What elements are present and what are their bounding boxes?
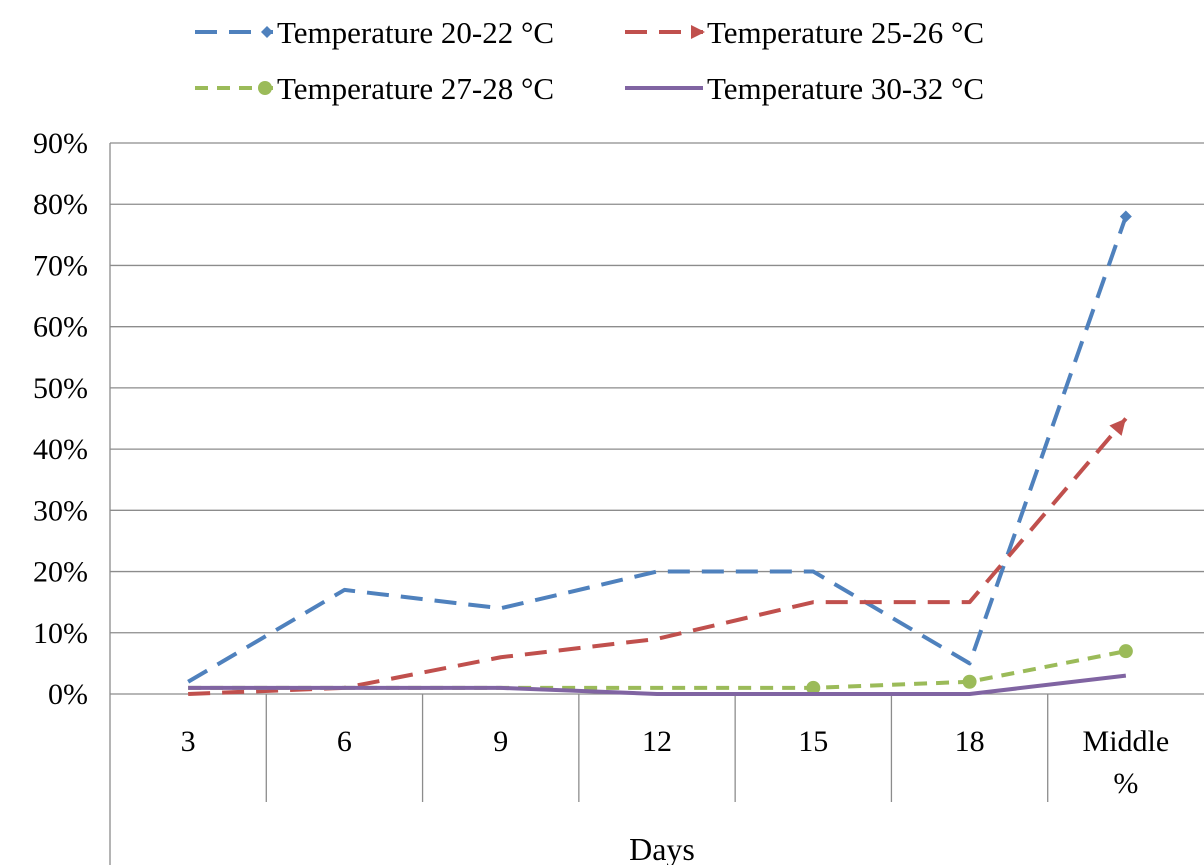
series-line <box>188 673 1127 696</box>
y-tick-label: 70% <box>33 249 88 282</box>
chart-gridlines <box>110 142 1204 695</box>
arrow-marker <box>691 25 705 39</box>
series-line <box>187 215 1128 684</box>
series-line <box>188 417 1128 696</box>
chart-series <box>187 210 1133 696</box>
x-tick-label: % <box>1113 767 1138 800</box>
y-tick-label: 30% <box>33 494 88 527</box>
legend-entry: Temperature 25-26 °C <box>625 15 984 50</box>
x-tick-label: 6 <box>337 725 352 758</box>
x-tick-label: 3 <box>181 725 196 758</box>
x-tick-label: 12 <box>642 725 672 758</box>
data-point <box>806 680 821 695</box>
legend-entry: Temperature 27-28 °C <box>195 71 554 106</box>
series-line <box>188 649 1127 690</box>
legend-label: Temperature 27-28 °C <box>277 71 554 106</box>
x-tick-label: 9 <box>493 725 508 758</box>
y-tick-label: 20% <box>33 556 88 589</box>
legend-label: Temperature 25-26 °C <box>707 15 984 50</box>
data-point <box>1118 644 1133 659</box>
legend-entry: Temperature 20-22 °C <box>195 15 554 50</box>
legend-label: Temperature 30-32 °C <box>707 71 984 106</box>
y-tick-label: 10% <box>33 617 88 650</box>
y-tick-label: 90% <box>33 127 88 160</box>
x-tick-label: 15 <box>798 725 828 758</box>
x-tick-label: Middle <box>1083 725 1170 758</box>
data-point <box>1119 210 1132 223</box>
y-tick-label: 60% <box>33 311 88 344</box>
series-1 <box>187 210 1132 684</box>
x-tick-label: 18 <box>955 725 985 758</box>
x-axis-label: Days <box>629 831 695 865</box>
x-axis: 3 6 9 12 15 18 Middle% <box>181 694 1170 802</box>
data-point <box>962 674 977 689</box>
legend-entry: Temperature 30-32 °C <box>625 71 984 106</box>
data-point <box>258 81 272 95</box>
series-4 <box>188 673 1127 696</box>
y-tick-label: 50% <box>33 372 88 405</box>
chart-legend: Temperature 20-22 °C Temperature 25-26 °C… <box>195 15 984 106</box>
y-tick-label: 80% <box>33 188 88 221</box>
data-point <box>261 26 273 38</box>
y-tick-label: 40% <box>33 433 88 466</box>
legend-label: Temperature 20-22 °C <box>277 15 554 50</box>
series-2 <box>188 417 1128 696</box>
arrow-marker <box>1109 418 1126 436</box>
y-tick-label: 0% <box>48 678 88 711</box>
y-axis: 0% 10% 20% 30% 40% 50% 60% 70% 80% 90% <box>33 127 111 865</box>
